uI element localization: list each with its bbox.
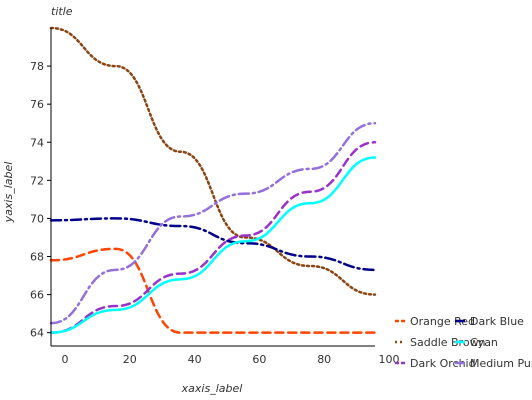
- series-line-dark-orchid: [49, 141, 377, 334]
- legend-item-dark-blue: Dark Blue: [455, 315, 524, 328]
- y-tick-label: 64: [30, 327, 44, 340]
- x-axis-title: xaxis_label: [181, 382, 243, 395]
- legend-label: Dark Blue: [470, 315, 524, 328]
- y-tick-label: 68: [30, 251, 44, 264]
- legend-label: Medium Purple: [470, 357, 532, 370]
- y-ticks: 64 66 68 70 72 74 76 78: [30, 60, 51, 340]
- series-dark-orchid: [49, 141, 377, 334]
- legend-item-cyan: Cyan: [455, 336, 498, 349]
- legend-label: Cyan: [470, 336, 498, 349]
- y-tick-label: 66: [30, 289, 44, 302]
- series-line-medium-purple: [49, 121, 377, 325]
- series-line-saddle-brown: [49, 26, 377, 296]
- legend-item-dark-orchid: Dark Orchid: [395, 357, 476, 370]
- x-tick-label: 60: [252, 353, 266, 366]
- series-line-dark-blue: [49, 217, 377, 272]
- plot-area: 64 66 68 70 72 74 76 78 0 20 40 60 80 100: [30, 26, 400, 366]
- legend-item-orange-red: Orange Red: [395, 315, 475, 328]
- legend-item-saddle-brown: Saddle Brown: [395, 336, 486, 349]
- series-cyan: [49, 156, 377, 334]
- series-saddle-brown: [49, 26, 377, 296]
- series-line-cyan: [49, 156, 377, 334]
- y-tick-label: 70: [30, 212, 44, 225]
- x-ticks: 0 20 40 60 80 100: [62, 353, 400, 366]
- y-axis-title: yaxis_label: [2, 162, 15, 224]
- y-tick-label: 76: [30, 98, 44, 111]
- series-medium-purple: [49, 121, 377, 325]
- legend-label: Saddle Brown: [410, 336, 486, 349]
- y-tick-label: 72: [30, 174, 44, 187]
- series-dark-blue: [49, 217, 377, 272]
- legend: Orange Red Saddle Brown Dark Orchid Dark Bl…: [395, 315, 532, 370]
- legend-item-medium-purple: Medium Purple: [455, 357, 532, 370]
- series-line-orange-red: [49, 247, 377, 334]
- series-orange-red: [49, 247, 377, 334]
- series-layer: [49, 26, 377, 334]
- x-tick-label: 40: [188, 353, 202, 366]
- y-tick-label: 74: [30, 136, 44, 149]
- x-tick-label: 20: [123, 353, 137, 366]
- legend-label: Orange Red: [410, 315, 475, 328]
- x-tick-label: 100: [379, 353, 400, 366]
- legend-label: Dark Orchid: [410, 357, 476, 370]
- y-tick-label: 78: [30, 60, 44, 73]
- x-tick-label: 80: [317, 353, 331, 366]
- x-tick-label: 0: [62, 353, 69, 366]
- chart-title: title: [51, 5, 73, 18]
